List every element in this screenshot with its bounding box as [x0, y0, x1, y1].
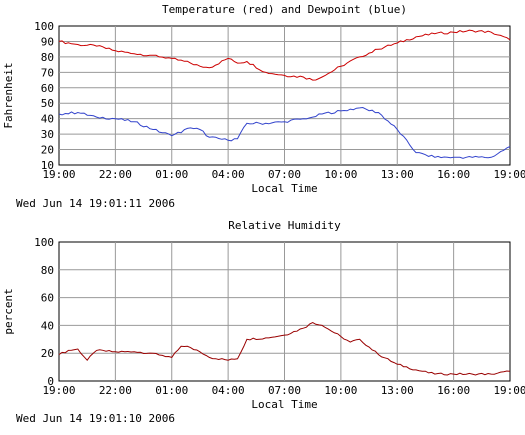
x-tick-label: 07:00: [268, 384, 301, 397]
y-tick-label: 0: [47, 375, 54, 388]
x-tick-label: 04:00: [212, 168, 245, 181]
x-tick-label: 13:00: [381, 168, 414, 181]
series-line-1: [58, 106, 511, 159]
y-tick-label: 70: [41, 66, 54, 79]
x-axis-label: Local Time: [251, 182, 317, 195]
y-tick-label: 90: [41, 35, 54, 48]
chart-title: Relative Humidity: [228, 219, 341, 232]
x-axis-label: Local Time: [251, 398, 317, 410]
y-tick-label: 60: [41, 292, 54, 305]
relative-humidity-chart: Relative Humidity 0 20 40 60 80 100 19:00 22:00 0…: [2, 219, 525, 410]
y-tick-label: 100: [34, 236, 54, 249]
x-tick-label: 07:00: [268, 168, 301, 181]
y-tick-label: 40: [41, 319, 54, 332]
y-tick-label: 60: [41, 82, 54, 95]
y-tick-label: 10: [41, 159, 54, 172]
chart-timestamp-humidity: Wed Jun 14 19:01:10 2006: [16, 412, 175, 425]
x-tick-label: 01:00: [155, 168, 188, 181]
x-tick-label: 13:00: [381, 384, 414, 397]
x-tick-label: 10:00: [324, 384, 357, 397]
chart-timestamp-temperature: Wed Jun 14 19:01:11 2006: [16, 197, 175, 210]
series-line-0: [58, 322, 511, 376]
y-tick-label: 80: [41, 51, 54, 64]
y-axis-label: percent: [2, 288, 15, 334]
x-tick-label: 01:00: [155, 384, 188, 397]
x-tick-label: 16:00: [437, 384, 470, 397]
x-tick-label: 22:00: [99, 384, 132, 397]
y-tick-label: 20: [41, 347, 54, 360]
y-tick-label: 100: [34, 20, 54, 33]
chart-title: Temperature (red) and Dewpoint (blue): [162, 3, 407, 16]
x-tick-label: 19:00: [493, 168, 525, 181]
x-tick-label: 19:00: [493, 384, 525, 397]
y-tick-label: 40: [41, 113, 54, 126]
y-tick-label: 50: [41, 97, 54, 110]
x-tick-label: 16:00: [437, 168, 470, 181]
temperature-dewpoint-chart: Temperature (red) and Dewpoint (blue) 10 2…: [2, 3, 525, 195]
x-tick-label: 22:00: [99, 168, 132, 181]
series-line-0: [58, 29, 511, 81]
x-tick-label: 10:00: [324, 168, 357, 181]
y-axis-label: Fahrenheit: [2, 62, 15, 128]
y-tick-label: 80: [41, 264, 54, 277]
y-tick-label: 20: [41, 144, 54, 157]
x-tick-label: 04:00: [212, 384, 245, 397]
x-tick-label: 19:00: [42, 168, 75, 181]
x-tick-label: 19:00: [42, 384, 75, 397]
y-tick-label: 30: [41, 128, 54, 141]
